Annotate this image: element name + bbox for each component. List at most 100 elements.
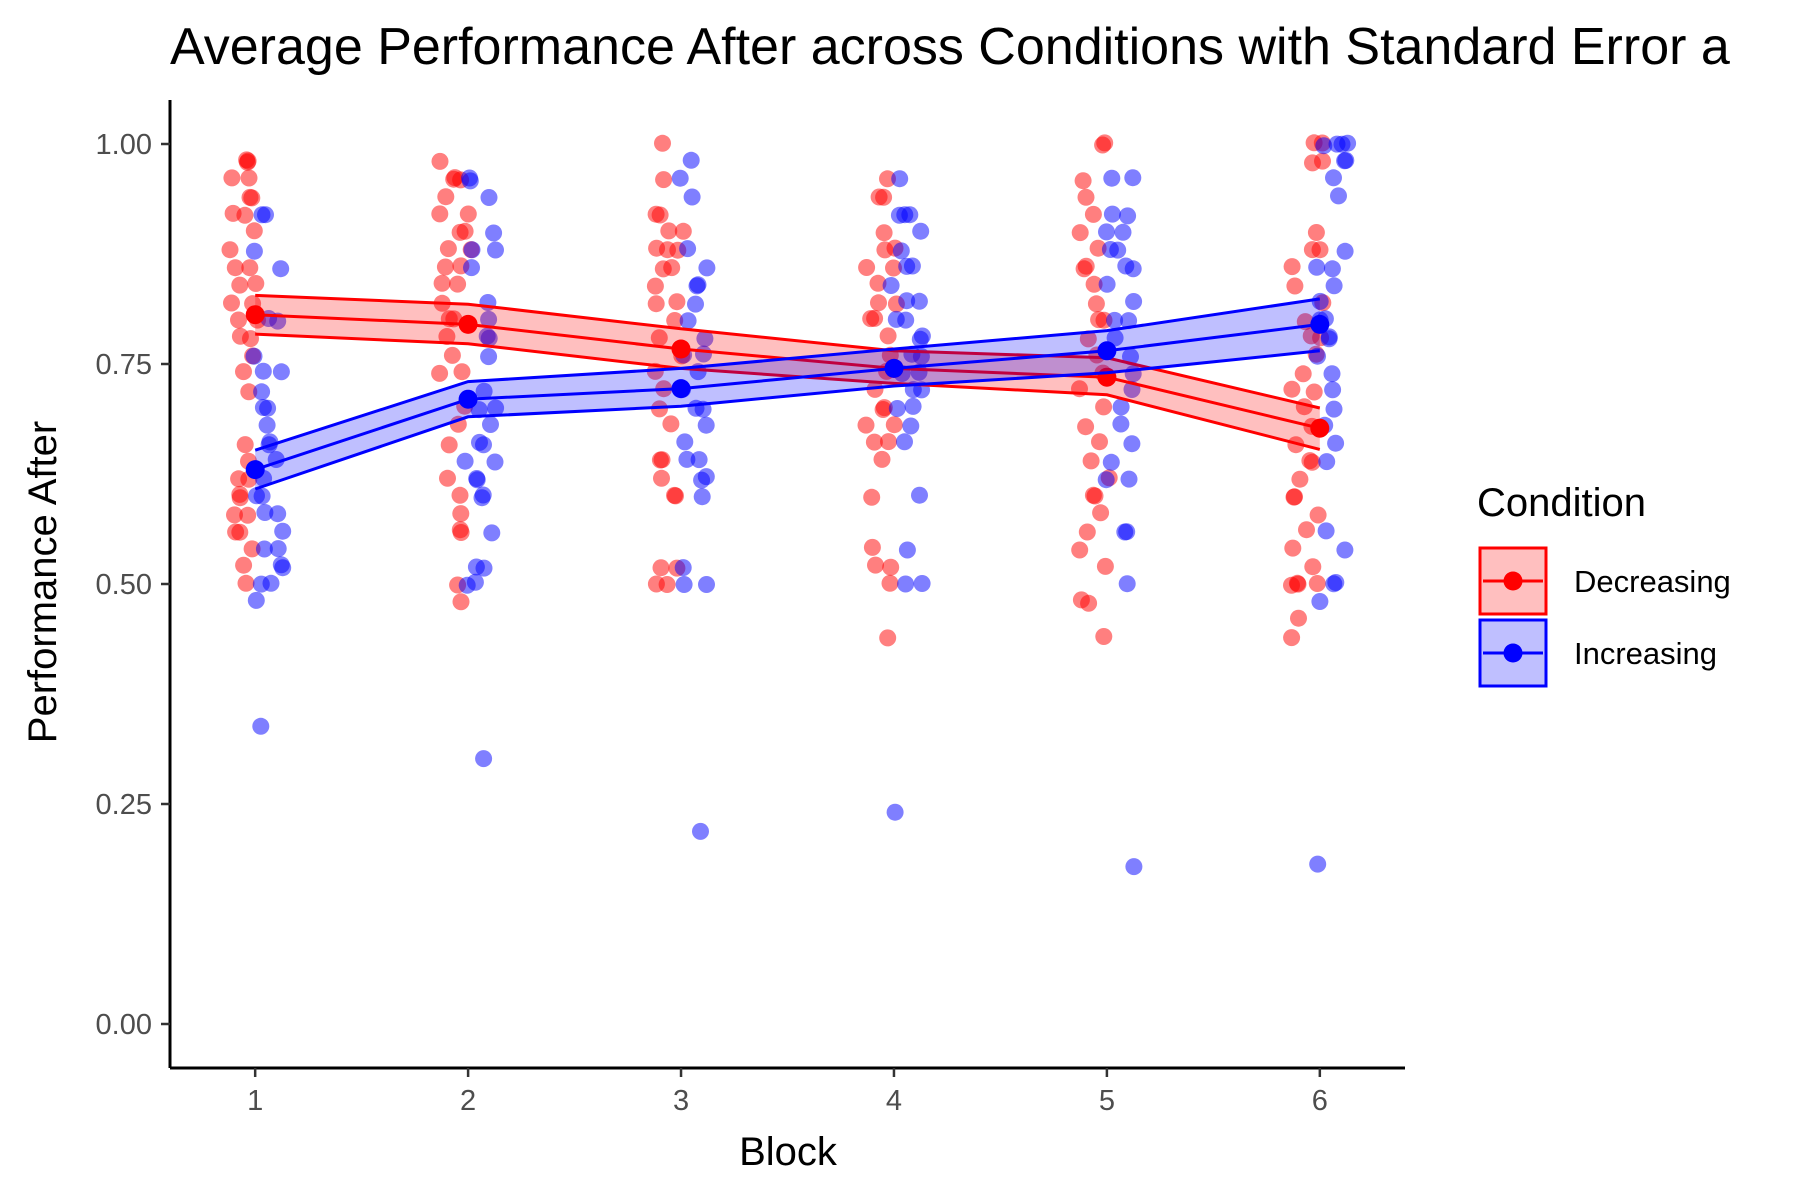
mean-point [1097,341,1117,361]
data-point [463,241,481,259]
data-point [646,277,664,295]
data-point [252,575,270,593]
data-point [247,591,265,609]
data-point [654,134,671,152]
data-point [1307,224,1325,241]
data-point [1283,380,1301,398]
data-point [1087,295,1105,313]
data-point [1311,292,1329,310]
data-point [1102,453,1120,471]
x-tick-label: 3 [673,1085,689,1117]
data-point [1106,311,1124,329]
data-point [245,347,263,365]
data-point [1103,205,1121,223]
data-point [865,433,883,451]
data-point [1078,523,1096,541]
x-tick-label: 5 [1099,1085,1115,1117]
data-point [1304,154,1321,172]
mean-point [1310,314,1330,334]
data-point [231,327,249,345]
se-upper-line [255,293,1321,410]
data-point [1089,239,1107,257]
data-point [1090,311,1108,329]
data-point [1305,383,1323,401]
mean-point [671,379,691,399]
data-point [648,239,666,257]
data-point [870,188,888,206]
chart-title: Average Performance After across Conditi… [170,18,1730,76]
data-point [687,295,704,313]
data-point [1117,257,1135,275]
data-point [485,224,503,242]
data-point [452,593,470,611]
data-point [898,292,916,310]
data-point [676,433,694,451]
data-point [1074,172,1092,190]
data-point [696,330,714,348]
data-point [241,259,259,277]
data-point [483,524,501,542]
data-point [660,222,678,240]
data-point [1082,452,1100,470]
data-point [1077,188,1095,206]
data-point [258,416,276,434]
data-point [1079,330,1097,348]
data-point [1094,136,1112,154]
x-tick-label: 2 [460,1085,476,1117]
y-axis-title: Performance After [21,421,65,743]
data-point [876,241,894,259]
legend-key-point [1503,643,1523,663]
data-point [230,470,248,488]
data-point [475,436,492,454]
data-point [671,169,689,187]
data-point [912,222,930,240]
data-point [697,416,715,434]
data-point [452,524,470,541]
x-axis-title: Block [739,1130,838,1174]
data-point [698,576,715,593]
data-point [875,224,893,242]
data-point [223,294,240,312]
data-point [475,750,493,768]
data-point [1325,400,1343,418]
legend-item-decreasing: Decreasing [1478,546,1731,616]
data-point [890,206,908,224]
data-point [1098,275,1116,293]
data-point [1119,207,1137,225]
data-point [1091,433,1108,451]
data-point [683,188,701,206]
data-point [866,380,884,398]
legend-label: Decreasing [1574,564,1731,599]
data-point [480,329,498,347]
data-point [1308,258,1326,276]
data-point [897,311,915,329]
data-point [652,559,670,577]
mean-point [671,339,691,359]
data-point [668,293,686,311]
data-point [1311,241,1329,259]
mean-line [254,322,1320,472]
data-point [1315,137,1333,155]
data-point [436,258,454,276]
data-point [245,242,263,260]
data-point [254,362,272,380]
data-point [880,433,897,451]
y-tick-label: 0.50 [96,569,152,601]
data-point [879,629,897,647]
data-point [898,541,916,559]
data-point [243,189,261,207]
data-point [459,205,477,223]
data-point [658,576,676,593]
data-point [1325,575,1343,593]
data-point [896,433,913,451]
data-point [1309,506,1327,524]
data-point [1286,277,1304,295]
data-point [689,276,707,294]
data-point [1325,277,1343,295]
se-upper-line [254,297,1321,452]
data-point [269,505,287,523]
data-point [1084,205,1102,223]
data-point [274,559,292,577]
data-point [1112,415,1130,433]
